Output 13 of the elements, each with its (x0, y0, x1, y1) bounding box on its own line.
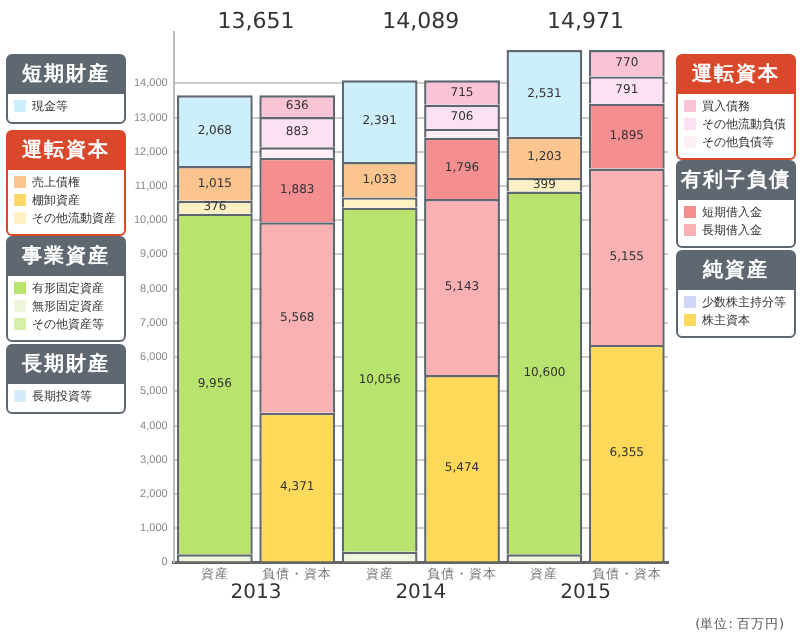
text: 2015 (560, 581, 612, 604)
total-label: 13,651 (217, 7, 295, 34)
text: 運転資本 (8, 132, 124, 170)
text: 運転資本 (678, 56, 794, 94)
text: 有利子負債 (678, 162, 794, 200)
text: 短期財産 (8, 56, 124, 94)
total-label: 14,089 (382, 7, 460, 34)
text: 事業資産 (8, 238, 124, 276)
text: 長期財産 (8, 346, 124, 384)
text: 純資産 (678, 252, 794, 290)
total-label: 14,971 (547, 7, 625, 34)
text: 2014 (395, 581, 447, 604)
text: 2013 (230, 581, 282, 604)
